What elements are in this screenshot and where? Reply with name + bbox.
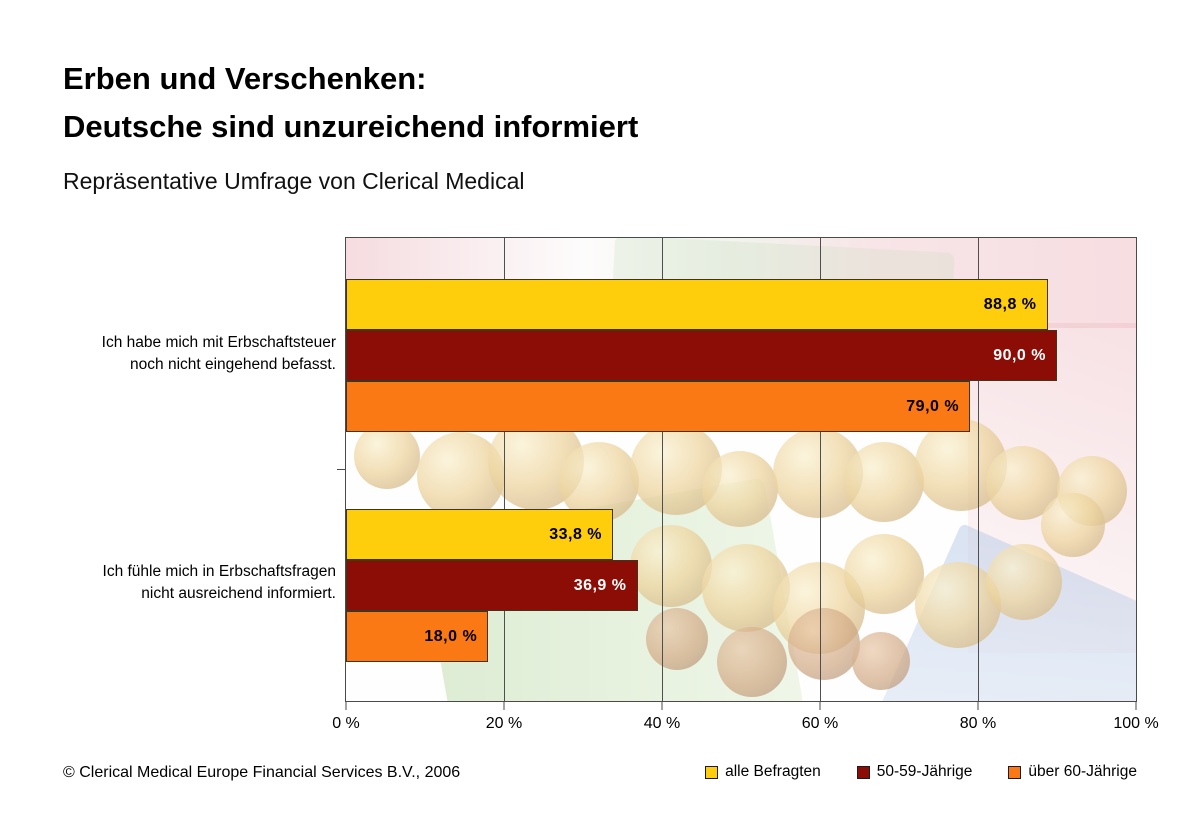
legend-swatch — [705, 765, 719, 779]
category-axis: Ich habe mich mit Erbschaftsteuer noch n… — [40, 237, 336, 702]
coin-graphic — [788, 608, 861, 681]
x-axis: 0 % 20 % 40 % 60 % 80 % 100 % — [332, 702, 1159, 742]
x-tick-mark — [503, 702, 505, 710]
coin-graphic — [701, 450, 778, 527]
bar-series-1-category-0: 90,0 % — [346, 330, 1057, 381]
legend: alle Befragten 50-59-Jährige über 60-Jähri… — [705, 763, 1137, 781]
x-tick-label: 0 % — [332, 715, 360, 732]
bar-series-2-category-0: 79,0 % — [346, 381, 971, 432]
coin-graphic — [646, 608, 709, 671]
legend-item-0: alle Befragten — [705, 763, 821, 781]
bar-value-label: 88,8 % — [983, 295, 1037, 313]
bar-series-2-category-1: 18,0 % — [346, 611, 489, 662]
legend-label: über 60-Jährige — [1028, 763, 1137, 780]
category-tick-mark — [337, 469, 346, 470]
x-tick-mark — [977, 702, 979, 710]
x-tick-label: 80 % — [959, 715, 997, 732]
x-tick-mark — [345, 702, 347, 710]
gridline-60 — [820, 238, 821, 701]
legend-swatch — [1008, 765, 1022, 779]
x-tick-mark — [1135, 702, 1137, 710]
x-tick-mark — [819, 702, 821, 710]
x-tick-label: 100 % — [1113, 715, 1159, 732]
legend-swatch — [856, 765, 870, 779]
coin-graphic — [851, 631, 910, 690]
coin-graphic — [843, 441, 924, 522]
coin-graphic — [985, 543, 1062, 620]
category-label: Ich habe mich mit Erbschaftsteuer noch n… — [101, 334, 336, 373]
plot-area: 88,8 % 33,8 % 90,0 % 36,9 % 79,0 % 18,0 % — [345, 237, 1137, 702]
legend-label: 50-59-Jährige — [876, 763, 973, 780]
coin-graphic — [1041, 492, 1106, 557]
legend-item-2: über 60-Jährige — [1008, 763, 1137, 781]
bar-value-label: 79,0 % — [906, 397, 960, 415]
bar-value-label: 33,8 % — [549, 525, 603, 543]
page-title: Erben und Verschenken: Deutsche sind unz… — [63, 55, 638, 151]
x-tick-label: 60 % — [801, 715, 839, 732]
bar-value-label: 36,9 % — [573, 576, 627, 594]
page-title-line1: Erben und Verschenken: — [63, 61, 427, 96]
coin-graphic — [559, 441, 640, 522]
gridline-20 — [504, 238, 505, 701]
x-tick-label: 40 % — [643, 715, 681, 732]
legend-item-1: 50-59-Jährige — [856, 763, 973, 781]
coin-graphic — [717, 626, 788, 697]
coin-graphic — [630, 525, 713, 608]
category-label: Ich fühle mich in Erbschaftsfragen nicht… — [102, 563, 336, 602]
legend-label: alle Befragten — [725, 763, 821, 780]
page-subtitle: Repräsentative Umfrage von Clerical Medi… — [63, 168, 525, 194]
coin-graphic — [843, 534, 924, 615]
bar-value-label: 90,0 % — [993, 346, 1046, 364]
gridline-40 — [662, 238, 663, 701]
x-tick-label: 20 % — [485, 715, 523, 732]
copyright-text: © Clerical Medical Europe Financial Serv… — [63, 764, 461, 781]
x-tick-mark — [661, 702, 663, 710]
coin-graphic — [353, 423, 420, 490]
bar-value-label: 18,0 % — [424, 627, 478, 645]
page-title-line2: Deutsche sind unzureichend informiert — [63, 109, 639, 144]
bar-series-1-category-1: 36,9 % — [346, 560, 638, 611]
bar-series-0-category-0: 88,8 % — [346, 279, 1048, 330]
bar-series-0-category-1: 33,8 % — [346, 509, 614, 560]
gridline-80 — [978, 238, 979, 701]
